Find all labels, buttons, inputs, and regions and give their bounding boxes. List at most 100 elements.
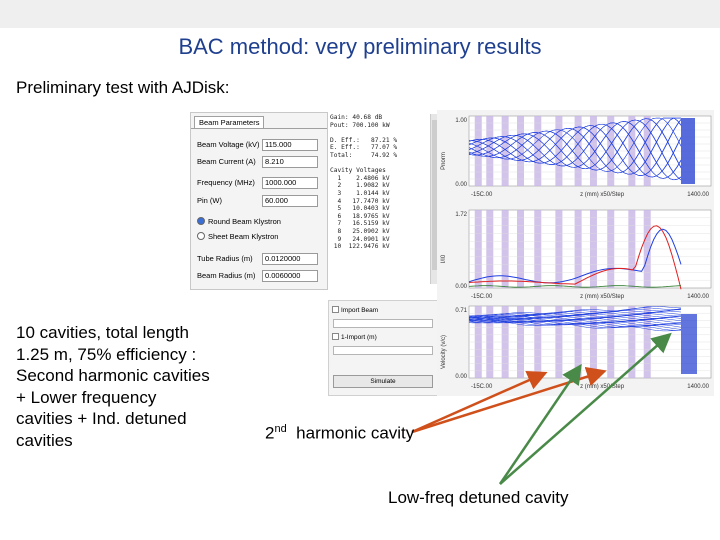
x-max-label: 1400.00 [687,192,709,198]
results-line: 7 16.5159 kV [330,220,390,228]
tube-radius-input[interactable]: 0.0120000 [262,253,318,265]
arrow-lowfreq-b [499,332,672,485]
radio-unselected-icon [197,232,205,240]
frequency-input[interactable]: 1000.000 [262,177,318,189]
tab-beam-parameters[interactable]: Beam Parameters [194,116,265,128]
beam-current-label: Beam Current (A) [197,157,256,166]
results-text-panel: Gain: 40.68 dB Pout: 700.100 kW D. Eff.: … [330,114,430,284]
x-min-label: -15C.00 [471,294,493,300]
y-min-label: 0.00 [455,182,467,188]
sheet-beam-radio[interactable]: Sheet Beam Klystron [197,232,278,241]
results-line: 9 24.0901 kV [330,235,390,243]
arrow-lowfreq-a [498,363,582,485]
results-line: 8 25.0902 kV [330,227,390,235]
label-2nd-text: harmonic cavity [296,423,415,443]
x-max-label: 1400.00 [687,294,709,300]
label-2nd-suffix: nd [274,423,287,435]
y-min-label: 0.00 [455,374,467,380]
x-min-label: -15C.00 [471,192,493,198]
import-position-field[interactable] [333,346,433,355]
tab-divider [191,128,327,129]
y-min-label: 0.00 [455,284,467,290]
results-line: Pout: 700.100 kW [330,121,390,129]
beam-voltage-input[interactable]: 115.000 [262,139,318,151]
results-line: 10 122.9476 kV [330,243,390,251]
arrow-2nd-harmonic-a [411,370,548,434]
beam-voltage-row: Beam Voltage (kV) 115.000 [197,139,323,151]
beam-radius-row: Beam Radius (m) 0.0060000 [197,270,323,282]
results-line: E. Eff.: 77.07 % [330,144,398,152]
import-position-checkbox[interactable]: 1-Import (m) [332,333,377,341]
slide-description: 10 cavities, total length 1.25 m, 75% ef… [16,323,210,450]
y-max-label: 1.72 [455,212,467,218]
power-trace [468,117,681,175]
velocity-trace [469,307,682,318]
x-min-label: -15C.00 [471,384,493,390]
current-trace-blue [468,228,682,284]
slide-title: BAC method: very preliminary results [178,34,542,59]
velocity-trace [468,320,682,330]
import-beam-checkbox[interactable]: Import Beam [332,306,378,314]
velocity-trace [468,308,682,318]
velocity-trace [468,308,682,319]
power-trace [468,121,682,181]
x-max-label: 1400.00 [687,384,709,390]
current-trace-red [468,225,682,290]
power-trace [468,124,682,178]
import-position-label: 1-Import (m) [341,334,377,341]
tube-radius-row: Tube Radius (m) 0.0120000 [197,253,323,265]
label-2nd-number: 2 [265,423,275,443]
results-line: Gain: 40.68 dB [330,114,383,121]
results-line: 3 1.0144 kV [330,189,390,197]
pin-input[interactable]: 60.000 [262,195,318,207]
power-trace [468,118,682,176]
results-line: 2 1.9082 kV [330,182,390,190]
pin-label: Pin (W) [197,196,222,205]
power-trace [468,117,682,174]
y-axis-label: Pnorm [441,152,447,170]
power-trace [468,119,682,181]
tube-radius-label: Tube Radius (m) [197,254,253,263]
results-line: 6 18.9765 kV [330,212,390,220]
velocity-trace [468,312,682,319]
beam-radius-input[interactable]: 0.0060000 [262,270,318,282]
y-max-label: 1.00 [455,118,467,124]
simulate-button[interactable]: Simulate [333,375,433,388]
frequency-row: Frequency (MHz) 1000.000 [197,177,323,189]
beam-current-input[interactable]: 8.210 [262,156,318,168]
label-2nd-harmonic: 2nd harmonic cavity [265,423,414,444]
beam-current-row: Beam Current (A) 8.210 [197,156,323,168]
sheet-beam-label: Sheet Beam Klystron [208,232,279,241]
y-axis-label: Velocity (v/c) [441,335,447,369]
import-beam-label: Import Beam [341,307,379,314]
power-trace [468,118,682,171]
y-axis-label: I/I0 [441,254,447,263]
power-trace [468,117,682,172]
slide-subtitle: Preliminary test with AJDisk: [16,78,230,97]
checkbox-icon [332,333,339,340]
beam-radius-label: Beam Radius (m) [197,271,256,280]
results-line: 4 17.7470 kV [330,197,390,205]
velocity-trace [468,317,682,321]
velocity-trace [468,315,682,320]
beam-voltage-label: Beam Voltage (kV) [197,140,260,149]
x-axis-label: z (mm) x50/Step [580,384,625,390]
round-beam-radio[interactable]: Round Beam Klystron [197,217,281,226]
velocity-trace [468,318,682,325]
scrollbar-thumb[interactable] [432,120,437,270]
results-scrollbar[interactable] [430,114,438,284]
results-line: Cavity Voltages [330,167,386,175]
beam-parameters-panel: Beam Parameters Beam Voltage (kV) 115.00… [190,112,328,290]
results-line: 5 10.0403 kV [330,205,390,213]
velocity-trace [469,318,682,324]
results-line: D. Eff.: 87.21 % [330,136,398,144]
checkbox-icon [332,306,339,313]
label-lowfreq-detuned: Low-freq detuned cavity [388,488,569,507]
results-line: 1 2.4806 kV [330,174,390,182]
import-beam-field[interactable] [333,319,433,328]
results-line: Total: 74.92 % [330,151,398,159]
power-trace-dense [681,118,695,184]
velocity-trace [468,320,682,331]
pin-row: Pin (W) 60.000 [197,195,323,207]
